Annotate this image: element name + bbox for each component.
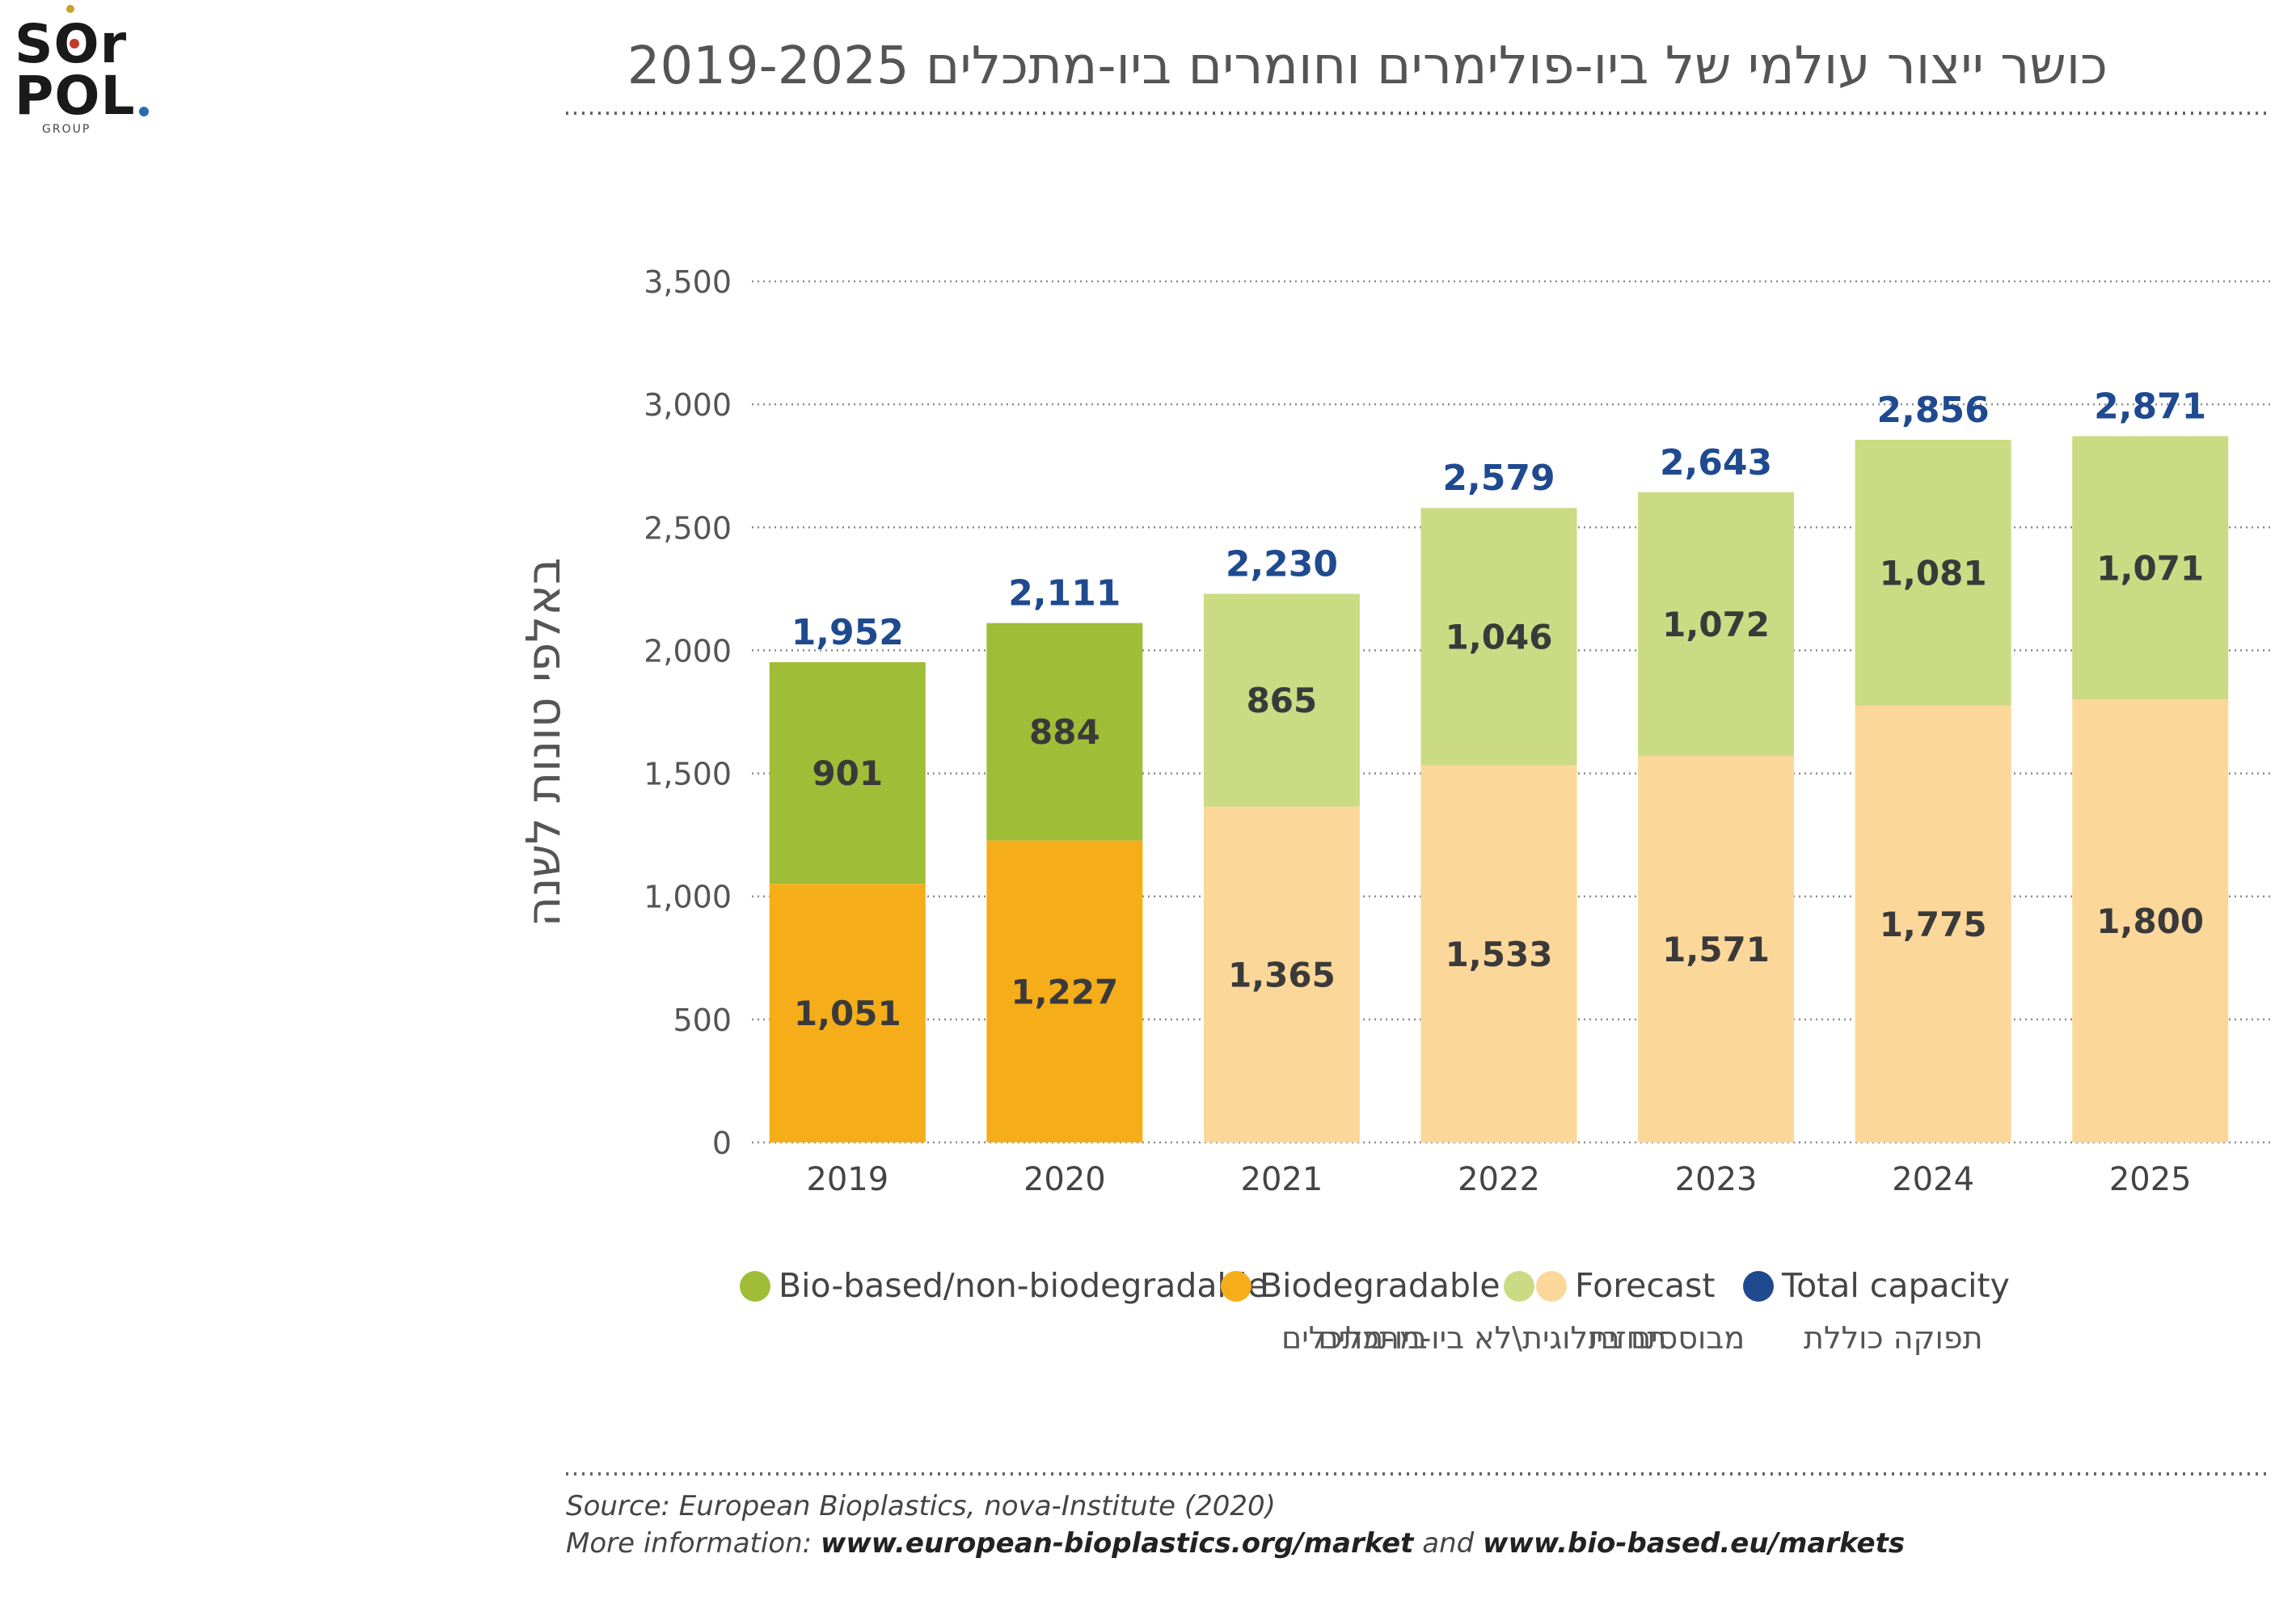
legend-item-bio-based: Bio-based/non-biodegradable מבוססים ביול… [740,1257,1745,1356]
data-label-biodegradable-2024: 1,775 [1880,905,1987,944]
logo-red-dot [70,39,79,49]
bar-biodegradable-2024 [1855,705,2011,1142]
legend-biodegradable-dot [1221,1271,1251,1302]
y-tick-label-0: 0 [712,1125,732,1161]
data-label-bio-based-2025: 1,071 [2096,548,2204,588]
legend-biodegradable-label: Biodegradable [1260,1266,1500,1305]
bar-biodegradable-2020 [986,840,1143,1142]
legend-bio-based-hebrew: מבוססים ביולוגית\לא ביו-מתכלים [1318,1320,1745,1356]
bar-biodegradable-2023 [1638,755,1795,1142]
bar-bio-based-2025 [2072,436,2229,700]
legend-item-biodegradable: Biodegradable ביו-מתכלים [1221,1257,1500,1356]
bar-biodegradable-2019 [769,884,926,1142]
total-label-2025: 2,871 [2094,386,2206,427]
total-label-2022: 2,579 [1442,458,1555,499]
data-label-bio-based-2024: 1,081 [1880,553,1987,593]
legend-forecast-hebrew: תחזית [1589,1320,1667,1356]
y-tick-label-500: 500 [673,1003,732,1038]
logo-blue-dot [139,107,149,116]
bar-bio-based-2023 [1638,492,1795,756]
legend-item-total: Total capacity תפוקה כוללת [1743,1257,2010,1356]
chart-title: כושר ייצור עולמי של ביו-פולימרים וחומרים… [627,36,2108,96]
bar-biodegradable-2025 [2072,699,2229,1142]
source-line: Source: European Bioplastics, nova-Insti… [566,1490,1276,1522]
bar-bio-based-2020 [986,623,1143,841]
data-label-biodegradable-2022: 1,533 [1446,935,1553,974]
data-label-biodegradable-2025: 1,800 [2096,901,2204,941]
more-info-line: More information: www.european-bioplasti… [566,1525,1905,1562]
more-info-prefix: More information: [566,1527,821,1560]
total-label-2024: 2,856 [1877,390,1990,431]
y-tick-label-1500: 1,500 [644,757,732,792]
x-tick-label-2020: 2020 [1023,1161,1106,1198]
total-label-2023: 2,643 [1660,442,1772,483]
data-label-biodegradable-2021: 1,365 [1228,955,1336,994]
legend-item-forecast: Forecast תחזית [1504,1257,1716,1356]
x-tick-label-2025: 2025 [2109,1161,2192,1198]
bar-biodegradable-2021 [1203,806,1360,1142]
logo-group-text: GROUP [42,123,91,136]
sorpol-logo: SOr POL GROUP [15,5,152,139]
legend-bio-based-dot [740,1271,770,1302]
logo-gold-dot [66,5,74,13]
data-label-biodegradable-2019: 1,051 [794,994,901,1033]
y-tick-label-2500: 2,500 [644,510,732,546]
bar-bio-based-2021 [1203,593,1360,807]
legend-bio-based-label: Bio-based/non-biodegradable [779,1266,1268,1305]
data-label-bio-based-2022: 1,046 [1446,617,1553,657]
data-label-bio-based-2020: 884 [1029,712,1100,752]
y-tick-label-3500: 3,500 [644,264,732,300]
bar-bio-based-2019 [769,662,926,884]
legend-forecast-orange-dot [1536,1271,1567,1302]
european-bioplastics-link[interactable]: www.european-bioplastics.org/market [820,1527,1414,1560]
data-label-bio-based-2019: 901 [812,754,883,793]
y-tick-label-3000: 3,000 [644,387,732,423]
y-tick-label-1000: 1,000 [644,880,732,915]
x-tick-label-2023: 2023 [1675,1161,1758,1198]
more-info-and: and [1413,1527,1484,1560]
data-label-biodegradable-2020: 1,227 [1011,972,1118,1011]
total-label-2019: 1,952 [791,612,904,653]
y-tick-label-2000: 2,000 [644,633,732,669]
data-label-bio-based-2021: 865 [1247,681,1318,720]
bar-bio-based-2024 [1855,439,2011,706]
legend-forecast-green-dot [1504,1271,1534,1302]
legend-total-label: Total capacity [1782,1266,2010,1305]
x-tick-label-2022: 2022 [1458,1161,1540,1198]
legend-total-dot [1743,1271,1774,1302]
bar-bio-based-2022 [1420,508,1577,766]
x-tick-label-2021: 2021 [1241,1161,1323,1198]
logo-line-2: POL [15,65,136,127]
bio-based-link[interactable]: www.bio-based.eu/markets [1483,1527,1906,1560]
legend-biodegradable-hebrew: ביו-מתכלים [1281,1320,1428,1356]
legend-total-hebrew: תפוקה כוללת [1804,1320,1983,1356]
y-axis-label: באלפי טונות לשנה [516,557,571,927]
x-tick-label-2024: 2024 [1892,1161,1974,1198]
data-label-bio-based-2023: 1,072 [1662,605,1770,644]
bar-biodegradable-2022 [1420,765,1577,1142]
total-label-2021: 2,230 [1226,543,1338,585]
x-tick-label-2019: 2019 [806,1161,888,1198]
legend-forecast-label: Forecast [1575,1266,1716,1305]
data-label-biodegradable-2023: 1,571 [1662,930,1770,969]
source-note: Source: European Bioplastics, nova-Insti… [566,1488,1905,1562]
total-label-2020: 2,111 [1008,573,1121,614]
